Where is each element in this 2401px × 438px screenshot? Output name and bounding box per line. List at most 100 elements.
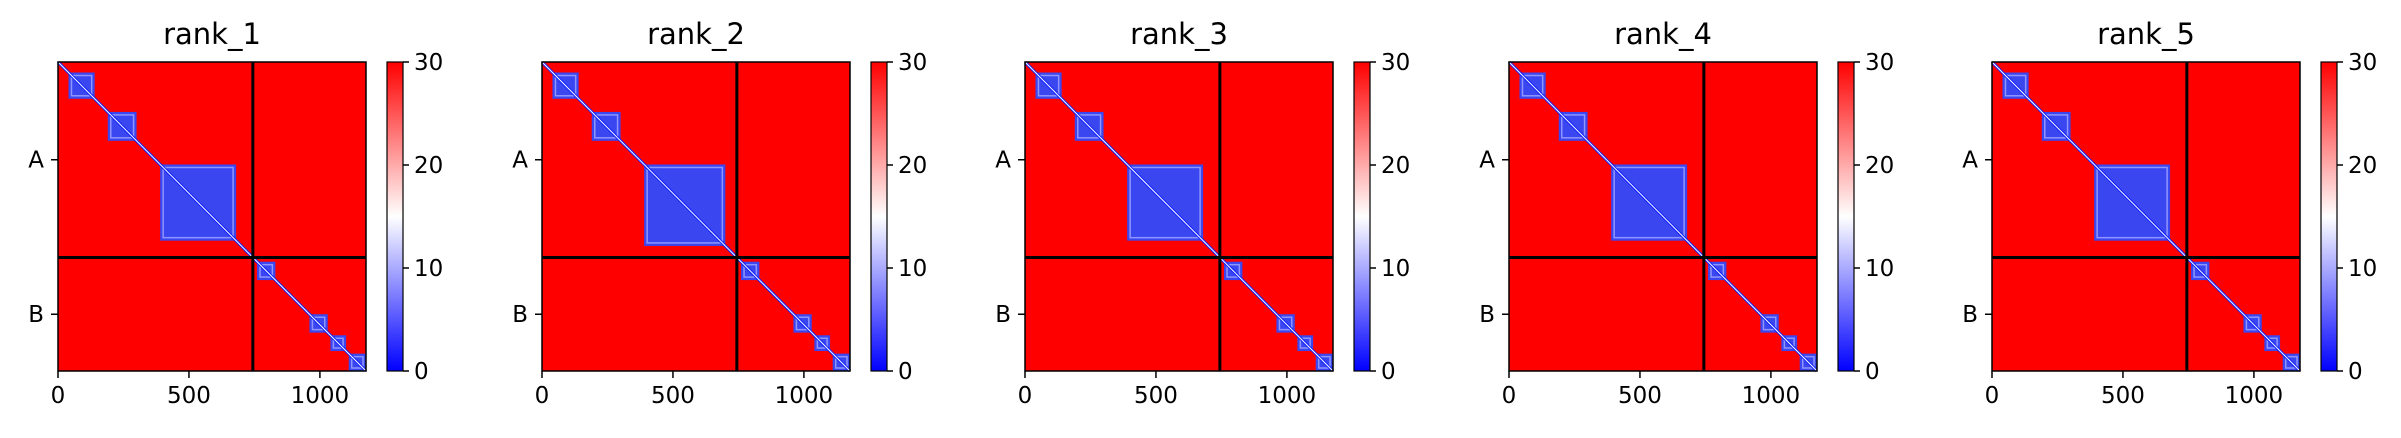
colorbar-tick-label: 30: [898, 50, 927, 76]
low-error-block-texture: [795, 316, 810, 331]
low-error-block-texture: [1710, 263, 1725, 278]
panel-title: rank_5: [2097, 17, 2195, 51]
x-tick-label: 0: [51, 383, 66, 409]
low-error-block-texture: [834, 355, 848, 369]
low-error-block-texture: [1561, 114, 1586, 139]
colorbar-tick-label: 10: [414, 256, 443, 282]
low-error-block-texture: [1037, 74, 1060, 97]
colorbar: [386, 61, 404, 372]
colorbar-tick-label: 20: [2348, 153, 2377, 179]
x-tick-label: 500: [651, 383, 695, 409]
chain-label: A: [1962, 148, 1978, 174]
x-tick-label: 500: [167, 383, 211, 409]
low-error-block-texture: [2245, 316, 2260, 331]
low-error-block-texture: [1226, 263, 1241, 278]
diagonal-highlight: [57, 61, 367, 372]
heatmap-panel-5: rank_5 0 500 1000 A B 0 10 20 30: [1962, 17, 2377, 409]
low-error-block-texture: [1278, 316, 1293, 331]
panel-title: rank_2: [647, 17, 745, 51]
low-error-block-texture: [70, 74, 93, 97]
colorbar-tick-label: 0: [898, 359, 913, 385]
low-error-block-texture: [2284, 355, 2298, 369]
plot-frame: [541, 61, 851, 372]
low-error-block-texture: [162, 166, 234, 239]
plot-frame: [1024, 61, 1334, 372]
colorbar-tick-label: 20: [1381, 153, 1410, 179]
x-tick-label: 0: [1985, 383, 2000, 409]
heatmap-panel-2: rank_2 0 500 1000 A B 0 10 20 30: [512, 17, 927, 409]
low-error-block-texture: [1077, 114, 1102, 139]
chain-label: A: [995, 148, 1011, 174]
chain-label: A: [512, 148, 528, 174]
heatmap-panel-1: rank_1 0 500 1000 A B 0 10 20 30: [28, 17, 443, 409]
chain-label: B: [512, 302, 528, 328]
low-error-block-texture: [332, 337, 344, 349]
low-error-block-texture: [311, 316, 326, 331]
x-tick-label: 1000: [775, 383, 834, 409]
low-error-block-texture: [2193, 263, 2208, 278]
low-error-block-texture: [1762, 316, 1777, 331]
heatmap-panel-4: rank_4 0 500 1000 A B 0 10 20 30: [1479, 17, 1894, 409]
low-error-block-texture: [1783, 337, 1795, 349]
colorbar-tick-label: 0: [414, 359, 429, 385]
chain-label: B: [28, 302, 44, 328]
chain-label: B: [995, 302, 1011, 328]
diagonal-highlight: [1508, 61, 1818, 372]
low-error-block-texture: [646, 166, 724, 244]
low-error-block-texture: [2044, 114, 2069, 139]
low-error-block-texture: [554, 74, 577, 97]
x-tick-label: 1000: [291, 383, 350, 409]
chain-label: B: [1962, 302, 1978, 328]
x-tick-label: 500: [2101, 383, 2145, 409]
colorbar-tick-label: 10: [1865, 256, 1894, 282]
x-tick-label: 0: [535, 383, 550, 409]
x-tick-label: 500: [1618, 383, 1662, 409]
x-tick-label: 1000: [2225, 383, 2284, 409]
panel-title: rank_4: [1614, 17, 1712, 51]
low-error-block-texture: [1801, 355, 1815, 369]
x-tick-label: 0: [1018, 383, 1033, 409]
low-error-block-texture: [259, 263, 274, 278]
colorbar-tick-label: 10: [898, 256, 927, 282]
colorbar: [2320, 61, 2338, 372]
low-error-block-texture: [816, 337, 828, 349]
colorbar-tick-label: 30: [2348, 50, 2377, 76]
diagonal-highlight: [541, 61, 851, 372]
low-error-block-texture: [743, 263, 758, 278]
low-error-block-texture: [2266, 337, 2278, 349]
chain-label: B: [1479, 302, 1495, 328]
diagonal-highlight: [1024, 61, 1334, 372]
colorbar-tick-label: 0: [1381, 359, 1396, 385]
colorbar: [1353, 61, 1371, 372]
panel-title: rank_1: [163, 17, 261, 51]
colorbar-tick-label: 30: [414, 50, 443, 76]
diagonal-highlight: [1991, 61, 2301, 372]
colorbar-tick-label: 0: [2348, 359, 2363, 385]
low-error-block-texture: [1129, 166, 1201, 239]
low-error-block-texture: [2004, 74, 2027, 97]
low-error-block-texture: [1521, 74, 1544, 97]
colorbar-tick-label: 30: [1381, 50, 1410, 76]
low-error-block-texture: [1317, 355, 1331, 369]
x-tick-label: 500: [1134, 383, 1178, 409]
low-error-block-texture: [2096, 166, 2168, 239]
x-tick-label: 1000: [1258, 383, 1317, 409]
panel-title: rank_3: [1130, 17, 1228, 51]
colorbar-tick-label: 20: [414, 153, 443, 179]
low-error-block-texture: [1613, 166, 1685, 239]
plot-frame: [1508, 61, 1818, 372]
colorbar-tick-label: 30: [1865, 50, 1894, 76]
plot-frame: [57, 61, 367, 372]
colorbar: [870, 61, 888, 372]
colorbar-tick-label: 10: [2348, 256, 2377, 282]
low-error-block-texture: [110, 114, 135, 139]
plot-frame: [1991, 61, 2301, 372]
chain-label: A: [28, 148, 44, 174]
colorbar-tick-label: 0: [1865, 359, 1880, 385]
low-error-block-texture: [1299, 337, 1311, 349]
colorbar-tick-label: 10: [1381, 256, 1410, 282]
colorbar-tick-label: 20: [1865, 153, 1894, 179]
x-tick-label: 0: [1502, 383, 1517, 409]
x-tick-label: 1000: [1742, 383, 1801, 409]
